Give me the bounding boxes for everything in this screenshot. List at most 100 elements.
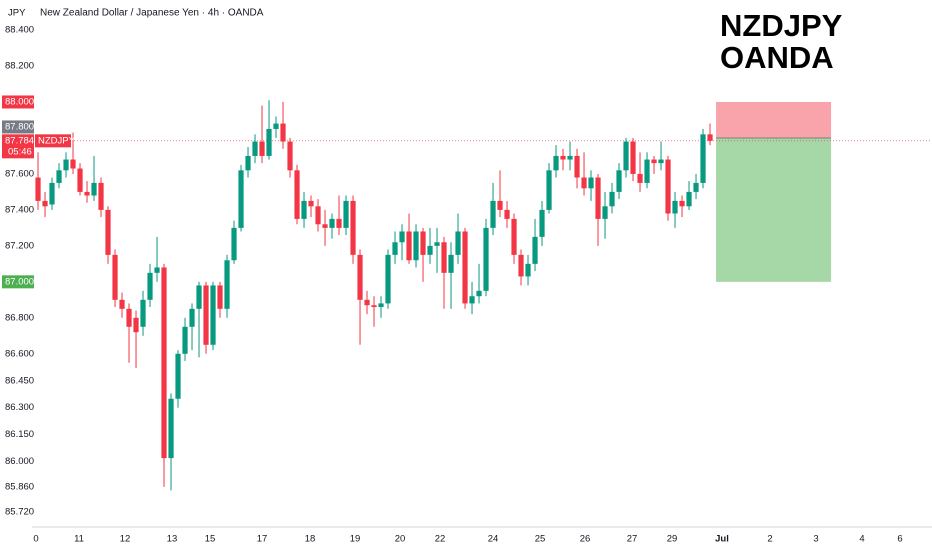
candle-body [623, 141, 629, 171]
candle-body [105, 209, 111, 255]
x-tick-label: 25 [535, 534, 546, 545]
candle-body [196, 285, 202, 309]
candle-body [63, 159, 69, 171]
candle-body [70, 159, 76, 169]
candle-body [147, 272, 153, 300]
x-tick-label: 15 [205, 534, 216, 545]
watermark: OANDA [720, 40, 834, 75]
x-tick-label: 2 [767, 534, 772, 545]
candle-body [420, 231, 426, 255]
candle-body [217, 285, 223, 309]
candle-body [609, 191, 615, 207]
symbol-label: NZDJPY [38, 135, 76, 146]
target-zone [716, 137, 832, 282]
candle-body [378, 303, 384, 308]
candle-body [595, 177, 601, 219]
candle-body [434, 242, 440, 246]
symbol-bg [35, 134, 71, 148]
stop-zone [716, 101, 832, 138]
y-tick-label: 86.800 [5, 312, 34, 323]
candle-body [546, 170, 552, 210]
candle-body [336, 218, 342, 228]
x-tick-label: 4 [859, 534, 864, 545]
y-tick-label: 85.720 [5, 507, 34, 518]
x-tick-label: 18 [305, 534, 316, 545]
candle-body [413, 231, 419, 261]
y-tick-label: 88.200 [5, 61, 34, 72]
candle-body [588, 177, 594, 189]
candle-body [392, 242, 398, 255]
candle-body [539, 209, 545, 237]
x-tick-label: 0 [33, 534, 38, 545]
candle-body [672, 200, 678, 214]
candle-body [399, 231, 405, 243]
y-tick-label: 88.400 [5, 25, 34, 36]
countdown: 05:46 [8, 146, 32, 157]
stop-label-bg [2, 95, 34, 109]
candle-body [259, 141, 265, 156]
candle-body [238, 170, 244, 228]
x-tick-label: Jul [715, 534, 729, 545]
candle-body [252, 141, 258, 156]
candle-body [154, 267, 160, 273]
y-tick-label: 86.000 [5, 456, 34, 467]
x-tick-label: 29 [667, 534, 678, 545]
candle-body [42, 200, 48, 207]
x-tick-label: 22 [435, 534, 446, 545]
candle-body [707, 134, 713, 141]
candle-body [175, 353, 181, 399]
candle-body [602, 206, 608, 219]
candle-body [49, 182, 55, 205]
candle-body [322, 224, 328, 228]
candle-body [630, 141, 636, 174]
candle-body [525, 263, 531, 277]
candle-body [700, 134, 706, 183]
x-tick-label: 6 [897, 534, 902, 545]
y-tick-label: 86.450 [5, 375, 34, 386]
candle-body [679, 200, 685, 207]
candle-body [665, 159, 671, 214]
entry-label-bg [2, 120, 34, 134]
candle-body [357, 254, 363, 300]
candle-body [329, 218, 335, 228]
candle-body [651, 159, 657, 164]
x-tick-label: 17 [257, 534, 268, 545]
target-label: 87.000 [5, 276, 34, 287]
candle-body [455, 231, 461, 255]
watermark: NZDJPY [720, 8, 843, 43]
candle-body [161, 267, 167, 459]
entry-label: 87.800 [5, 121, 34, 132]
y-tick-label: 87.200 [5, 240, 34, 251]
candle-body [406, 231, 412, 261]
candle-body [686, 191, 692, 207]
candle-body [287, 141, 293, 171]
candle-body [91, 182, 97, 196]
candle-body [553, 155, 559, 171]
x-tick-label: 3 [813, 534, 818, 545]
y-tick-label: 86.150 [5, 429, 34, 440]
candle-body [126, 308, 132, 327]
candle-body [56, 170, 62, 183]
candle-body [560, 155, 566, 160]
y-tick-label: 86.600 [5, 348, 34, 359]
candle-body [476, 290, 482, 297]
candle-body [140, 299, 146, 327]
candle-body [133, 317, 139, 333]
candle-body [98, 182, 104, 210]
y-tick-label: 87.600 [5, 168, 34, 179]
x-tick-label: 12 [120, 534, 131, 545]
last-price-bg [2, 134, 34, 159]
candle-body [294, 170, 300, 219]
candle-body [483, 227, 489, 291]
y-tick-label: 85.860 [5, 481, 34, 492]
candle-body [658, 159, 664, 164]
candle-body [616, 170, 622, 192]
candle-body [385, 254, 391, 304]
x-tick-label: 13 [167, 534, 178, 545]
candle-body [644, 159, 650, 183]
candle-body [210, 285, 216, 345]
candle-body [574, 155, 580, 178]
candle-body [350, 200, 356, 255]
candle-body [77, 168, 83, 192]
